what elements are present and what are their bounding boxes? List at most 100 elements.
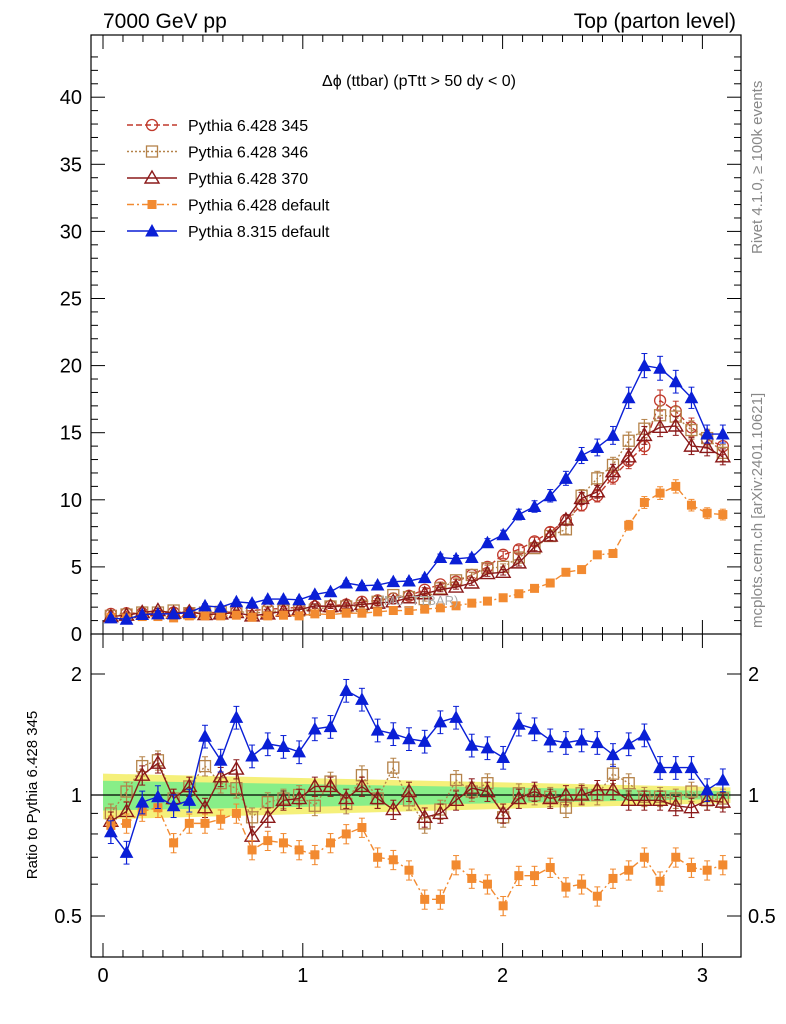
data-point	[290, 790, 308, 805]
data-point	[620, 448, 637, 463]
ratio-panel: 0.5 0.5 1 1 2 2 0 1 2 3 Ratio to Pythia 6.428 345	[24, 633, 776, 987]
legend-marker	[143, 169, 161, 184]
data-point	[685, 785, 698, 798]
data-point	[323, 584, 338, 598]
data-point	[404, 606, 414, 616]
data-point	[685, 423, 698, 437]
data-point	[545, 863, 555, 873]
data-point	[182, 793, 197, 806]
data-point	[341, 608, 351, 618]
data-point	[683, 437, 700, 452]
data-point	[449, 710, 463, 723]
data-point	[259, 808, 276, 824]
legend: Pythia 6.428 345 Pythia 6.428 346 Pythia 6…	[127, 118, 330, 241]
data-point	[229, 594, 244, 608]
legend-marker	[145, 223, 159, 237]
data-point	[182, 605, 197, 619]
data-point	[404, 865, 414, 875]
data-point	[416, 808, 433, 824]
main-ytick-label: 35	[60, 154, 82, 176]
data-point	[134, 766, 151, 781]
data-point	[386, 726, 401, 740]
data-point	[228, 760, 245, 775]
data-point	[447, 791, 465, 807]
data-point	[339, 575, 354, 589]
ratio-xtick-label: 2	[497, 965, 508, 987]
data-point	[338, 790, 355, 805]
data-point	[196, 799, 214, 814]
data-point	[463, 574, 480, 589]
legend-marker	[145, 118, 159, 132]
data-point	[104, 824, 118, 838]
series-line-p346	[110, 414, 724, 617]
data-point	[714, 448, 732, 463]
data-point	[294, 611, 304, 621]
data-point	[530, 583, 540, 593]
data-point	[435, 894, 445, 904]
data-point	[166, 606, 181, 620]
data-point	[702, 508, 712, 518]
data-point	[278, 610, 288, 620]
data-point	[622, 777, 635, 790]
data-point	[559, 471, 573, 484]
data-point	[698, 791, 716, 807]
data-point	[341, 829, 351, 839]
data-point	[388, 606, 398, 616]
main-plot-frame	[90, 34, 742, 636]
data-point	[636, 791, 653, 807]
data-point	[496, 527, 511, 541]
data-point	[514, 871, 524, 881]
data-point	[357, 823, 367, 833]
main-ytick-label: 40	[60, 87, 82, 109]
data-point	[294, 845, 304, 855]
main-ytick-label: 25	[60, 289, 82, 311]
legend-marker	[145, 145, 159, 158]
data-point	[686, 863, 696, 873]
data-point	[559, 735, 573, 749]
data-point	[606, 767, 620, 780]
data-point	[467, 873, 477, 883]
series-line-p8def	[110, 689, 724, 854]
ratio-series-group	[102, 678, 732, 917]
data-point	[200, 611, 210, 621]
data-point	[166, 798, 181, 812]
data-point	[573, 490, 590, 505]
data-point	[263, 836, 273, 846]
data-point	[451, 601, 461, 611]
ratio-xtick-label: 0	[97, 965, 108, 987]
data-point	[655, 488, 665, 498]
data-point	[574, 733, 589, 746]
data-point	[714, 793, 732, 808]
data-point	[668, 760, 683, 774]
data-point	[402, 573, 416, 587]
data-point	[606, 747, 620, 761]
data-point	[684, 760, 699, 774]
data-point	[480, 535, 495, 549]
legend-item: Pythia 6.428 default	[127, 198, 330, 215]
data-point	[686, 500, 696, 510]
data-point	[590, 440, 605, 453]
data-point	[263, 611, 273, 621]
data-point	[355, 692, 369, 705]
data-point	[494, 563, 512, 578]
data-point	[135, 607, 150, 621]
ratio-xtick-label: 1	[297, 965, 308, 987]
legend-item: Pythia 8.315 default	[127, 223, 330, 241]
data-point	[119, 612, 134, 625]
data-point	[624, 865, 634, 875]
data-point	[557, 786, 575, 801]
data-point	[637, 727, 652, 741]
data-point	[387, 761, 400, 774]
data-point	[530, 871, 540, 881]
data-point	[671, 852, 681, 862]
data-point	[292, 744, 306, 758]
data-point	[667, 797, 684, 812]
legend-label: Pythia 6.428 default	[188, 198, 330, 215]
data-point	[561, 567, 571, 577]
data-point	[433, 714, 448, 728]
data-point	[624, 520, 634, 530]
data-point	[653, 361, 667, 374]
data-point	[245, 749, 259, 762]
data-point	[700, 782, 714, 796]
data-point	[608, 548, 618, 558]
